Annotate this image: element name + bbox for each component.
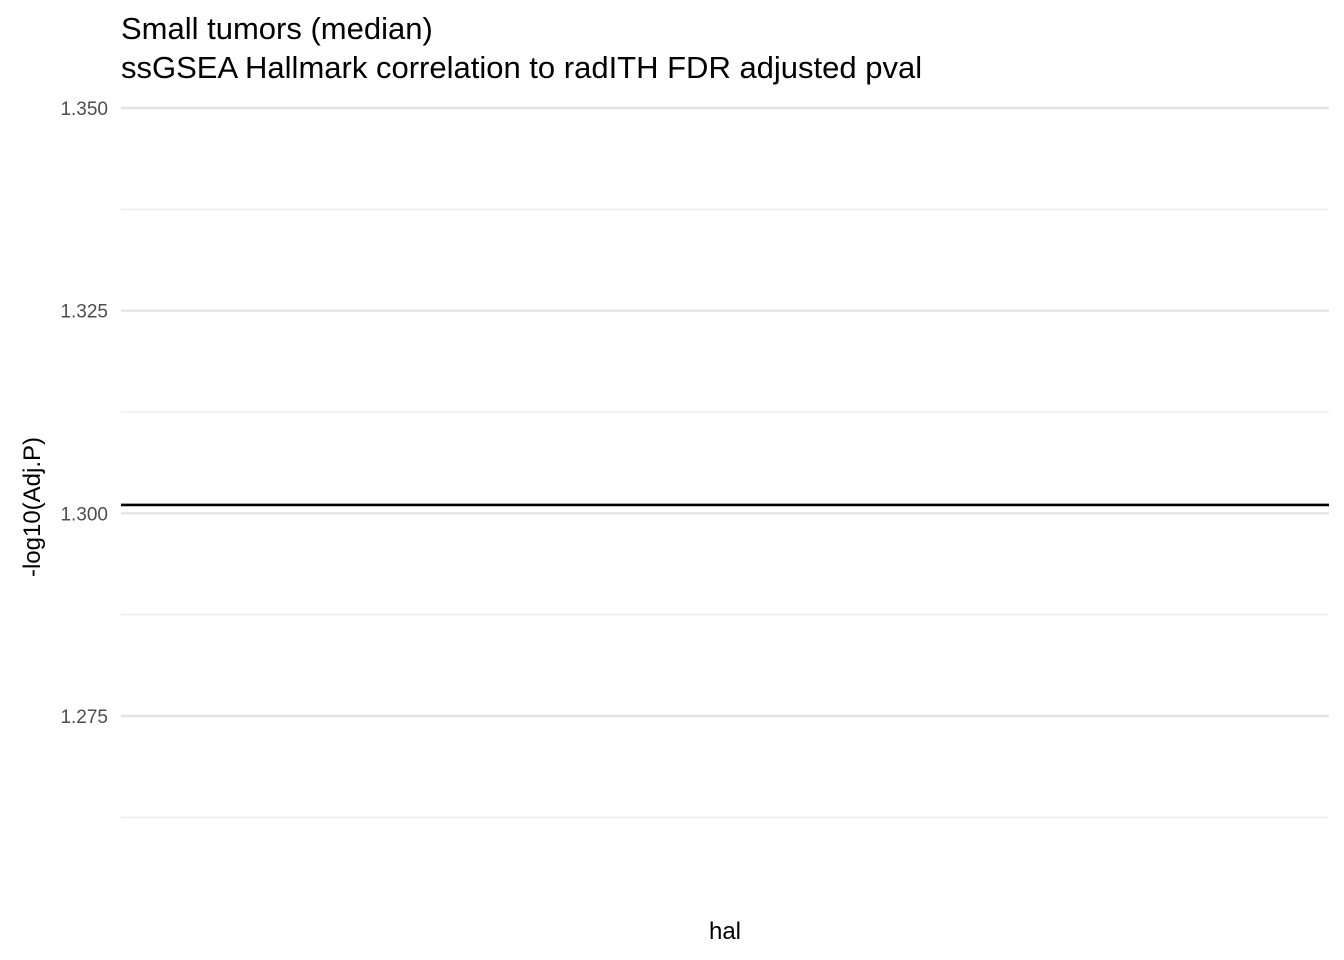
x-axis-title: hal — [709, 918, 741, 945]
chart-subtitle: ssGSEA Hallmark correlation to radITH FD… — [121, 50, 922, 85]
y-tick-label: 1.325 — [60, 302, 108, 323]
y-tick-labels: 1.275 1.300 1.325 1.350 — [60, 99, 108, 728]
y-tick-label: 1.275 — [60, 707, 108, 728]
chart-title: Small tumors (median) — [121, 11, 433, 46]
y-tick-label: 1.350 — [60, 99, 108, 120]
grid-layer — [121, 106, 1329, 818]
y-tick-label: 1.300 — [60, 504, 108, 525]
y-axis-title: -log10(Adj.P) — [19, 437, 46, 577]
